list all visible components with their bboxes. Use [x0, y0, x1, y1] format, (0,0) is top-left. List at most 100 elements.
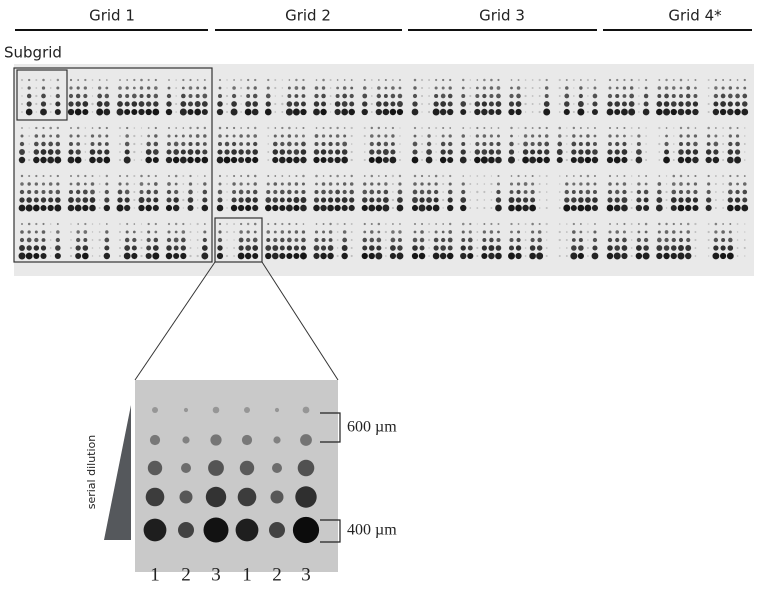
array-spot — [496, 182, 500, 186]
array-spot — [106, 79, 108, 81]
array-spot — [460, 149, 466, 155]
array-spot — [91, 87, 94, 89]
array-spot — [630, 230, 633, 234]
array-spot — [657, 230, 661, 234]
array-spot — [694, 174, 697, 178]
array-spot — [447, 149, 453, 155]
array-spot — [630, 206, 633, 210]
array-spot — [174, 134, 178, 138]
array-spot — [707, 134, 711, 138]
array-spot — [231, 141, 237, 147]
array-spot — [476, 231, 479, 233]
array-spot — [544, 86, 549, 90]
array-spot — [442, 198, 445, 202]
array-spot — [195, 141, 200, 147]
array-spot — [131, 101, 138, 107]
array-spot — [238, 197, 244, 203]
array-spot — [336, 126, 339, 130]
array-spot — [628, 108, 636, 116]
array-spot — [516, 189, 521, 195]
array-spot — [545, 126, 548, 130]
array-spot — [239, 134, 243, 138]
array-spot — [370, 126, 374, 130]
array-spot — [253, 141, 258, 147]
array-spot — [591, 108, 598, 116]
array-spot — [398, 230, 402, 234]
array-spot — [622, 94, 627, 98]
array-spot — [558, 102, 561, 106]
array-spot — [392, 223, 394, 225]
array-spot — [377, 86, 381, 90]
array-spot — [336, 222, 339, 226]
array-spot — [320, 156, 327, 164]
array-spot — [531, 86, 534, 90]
array-spot — [252, 156, 259, 164]
array-spot — [428, 87, 430, 89]
array-spot — [413, 174, 417, 178]
array-spot — [615, 182, 619, 186]
array-spot — [707, 182, 711, 186]
array-spot — [313, 108, 320, 116]
array-spot — [70, 223, 72, 225]
array-spot — [266, 86, 270, 90]
array-spot — [382, 108, 390, 116]
array-spot — [449, 174, 452, 178]
array-spot — [370, 102, 373, 106]
array-spot — [335, 149, 341, 155]
array-spot — [165, 204, 173, 212]
array-spot — [606, 156, 614, 164]
array-spot — [412, 197, 418, 203]
array-spot — [592, 237, 598, 243]
array-spot — [203, 78, 206, 82]
array-spot — [461, 182, 465, 186]
grid-headers: Grid 1 Grid 2 Grid 3 Grid 4* — [15, 7, 752, 31]
array-spot — [124, 197, 130, 203]
array-spot — [728, 93, 733, 99]
array-spot — [397, 101, 403, 107]
array-spot — [495, 245, 502, 251]
array-spot — [116, 108, 124, 116]
array-spot — [622, 189, 627, 195]
array-spot — [369, 134, 374, 138]
array-spot — [280, 134, 284, 138]
array-spot — [385, 255, 387, 257]
array-spot — [98, 183, 101, 185]
array-spot — [677, 156, 685, 164]
zoom-spot — [295, 486, 317, 508]
array-spot — [246, 230, 250, 234]
array-spot — [631, 183, 633, 185]
array-spot — [103, 108, 111, 116]
array-spot — [706, 189, 711, 195]
array-spot — [375, 252, 383, 260]
array-spot — [28, 135, 31, 137]
dilution-triangle — [104, 405, 131, 540]
array-spot — [321, 141, 326, 147]
array-spot — [637, 87, 640, 89]
array-spot — [509, 93, 514, 99]
array-spot — [721, 230, 725, 234]
array-spot — [328, 238, 333, 242]
array-spot — [237, 252, 245, 260]
array-spot — [35, 94, 38, 98]
array-spot — [496, 237, 501, 243]
array-spot — [370, 87, 373, 89]
array-spot — [76, 126, 80, 130]
array-spot — [397, 197, 403, 203]
array-spot — [322, 223, 325, 225]
array-spot — [743, 175, 746, 177]
array-spot — [91, 95, 94, 97]
array-spot — [658, 151, 661, 153]
array-spot — [573, 87, 575, 89]
array-spot — [685, 149, 691, 155]
array-spot — [202, 237, 207, 243]
array-spot — [145, 156, 152, 164]
array-spot — [76, 134, 80, 138]
array-spot — [538, 78, 541, 82]
array-spot — [665, 78, 668, 82]
array-spot — [362, 93, 368, 99]
array-spot — [240, 86, 243, 90]
array-spot — [226, 79, 228, 81]
array-spot — [592, 190, 597, 194]
array-spot — [490, 207, 493, 209]
array-spot — [321, 182, 326, 186]
